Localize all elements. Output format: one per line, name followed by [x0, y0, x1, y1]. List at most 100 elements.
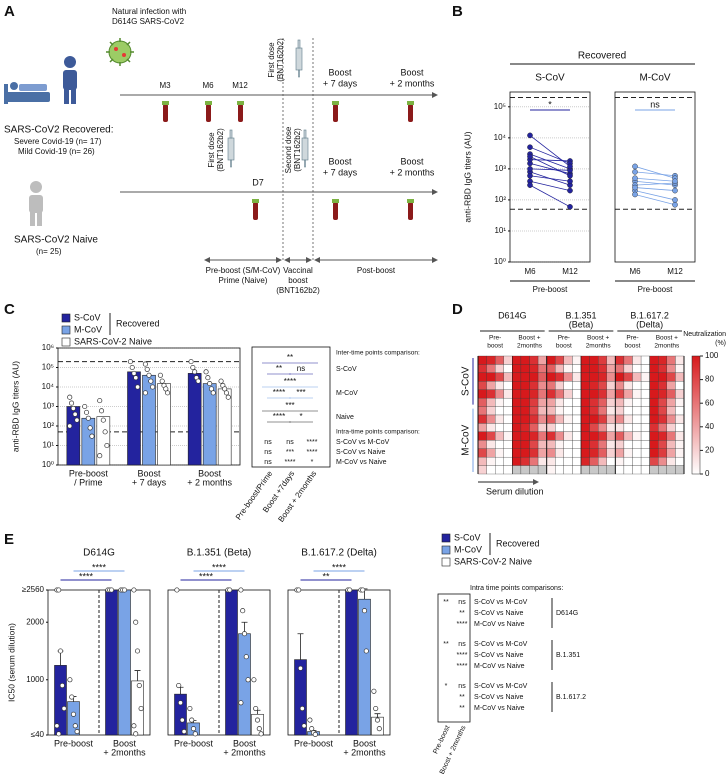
heat-cell [640, 414, 650, 424]
heat-cell [503, 431, 513, 441]
stats-cell: ns [458, 683, 466, 690]
heat-cell [503, 389, 513, 399]
heat-cell [632, 456, 642, 466]
point [70, 711, 77, 717]
y-tick-label: 10³ [494, 164, 506, 173]
pair-line [529, 146, 571, 164]
heat-cell [649, 355, 659, 365]
point [56, 587, 62, 593]
heat-cell [640, 355, 650, 365]
group-label: M-CoV [461, 424, 472, 455]
point [632, 163, 638, 170]
point [210, 390, 216, 396]
point [299, 705, 305, 712]
stats-cell: ns [458, 641, 466, 648]
heat-cell [675, 431, 685, 441]
variant-label: B.1.351 [565, 310, 596, 320]
pair-line [529, 163, 571, 175]
stats-cell: ns [264, 449, 272, 456]
point [188, 359, 194, 365]
legend-swatch [441, 545, 451, 555]
heat-cell [675, 372, 685, 382]
heat-cell [589, 406, 599, 416]
dose-label: (BNT162b2) [276, 38, 285, 82]
heat-cell [512, 389, 522, 399]
y-axis-label: IC50 (serum dilution) [6, 623, 16, 702]
chart-title: B.1.617.2 (Delta) [301, 548, 377, 559]
group-label: B.1.351 [556, 652, 580, 659]
legend-swatch [61, 325, 71, 335]
stats-cell: ** [459, 705, 465, 712]
point [144, 366, 150, 372]
stats-cell: ** [459, 610, 465, 617]
point [238, 587, 244, 593]
panel-label: A [4, 3, 15, 20]
heat-cell [675, 414, 685, 424]
heat-cell [512, 355, 522, 365]
heat-cell [632, 372, 642, 382]
stats-title: Intra time points comparisons: [470, 585, 563, 592]
heat-cell [632, 423, 642, 433]
legend-group: Recovered [496, 538, 540, 548]
point [218, 378, 224, 384]
panel-label: D [452, 301, 463, 318]
stats-label: S-CoV [336, 366, 357, 373]
heat-cell [615, 364, 625, 374]
heat-cell [495, 355, 504, 365]
y-tick-label: 10¹ [494, 226, 506, 235]
heat-cell [649, 440, 659, 449]
heat-cell [589, 397, 599, 407]
heat-cell [563, 389, 573, 399]
point [363, 648, 369, 654]
heat-cell [658, 406, 667, 416]
heat-cell [589, 364, 599, 374]
heat-cell [520, 440, 530, 449]
heat-cell [529, 372, 539, 382]
heat-cell [477, 414, 487, 424]
point [129, 364, 135, 371]
heat-cell [520, 381, 530, 390]
heat-cell [658, 440, 667, 449]
group-label: S-CoV [461, 366, 472, 396]
point [74, 417, 80, 423]
heat-cell [477, 423, 487, 433]
heat-cell [572, 440, 582, 449]
legend-label: S-CoV [74, 312, 101, 322]
point [567, 163, 573, 170]
recovered-icon [4, 56, 77, 104]
x-tick-label: + 7 days [132, 477, 167, 487]
boost-label: Boost [400, 67, 424, 77]
heat-cell [640, 381, 650, 390]
heat-cell [666, 431, 676, 441]
group-label: D614G [556, 610, 578, 617]
heat-cell [675, 440, 685, 449]
heat-cell [666, 414, 676, 424]
heat-cell [589, 372, 599, 382]
heat-cell [520, 372, 530, 382]
boost-label: Boost [328, 67, 352, 77]
dose-label: Second dose [284, 126, 293, 173]
heat-cell [529, 448, 539, 458]
plot-frame [509, 91, 591, 263]
heat-cell [546, 364, 556, 374]
heat-cell [529, 414, 539, 424]
heat-cell [589, 389, 599, 399]
heat-cell [606, 431, 616, 441]
point [87, 425, 93, 431]
heat-cell [640, 431, 650, 441]
point [57, 648, 64, 654]
heat-cell [632, 364, 642, 374]
heat-cell [632, 397, 642, 407]
point [251, 677, 257, 683]
heat-cell [572, 381, 582, 390]
heat-cell [589, 355, 599, 365]
group-line: (n= 25) [36, 247, 62, 256]
heat-cell [486, 355, 496, 365]
point [245, 677, 251, 683]
stats-cell: * [445, 683, 448, 690]
point [181, 728, 187, 735]
y-tick-label: 10⁰ [42, 460, 54, 469]
stats-cell: *** [296, 388, 305, 397]
point [157, 372, 163, 378]
